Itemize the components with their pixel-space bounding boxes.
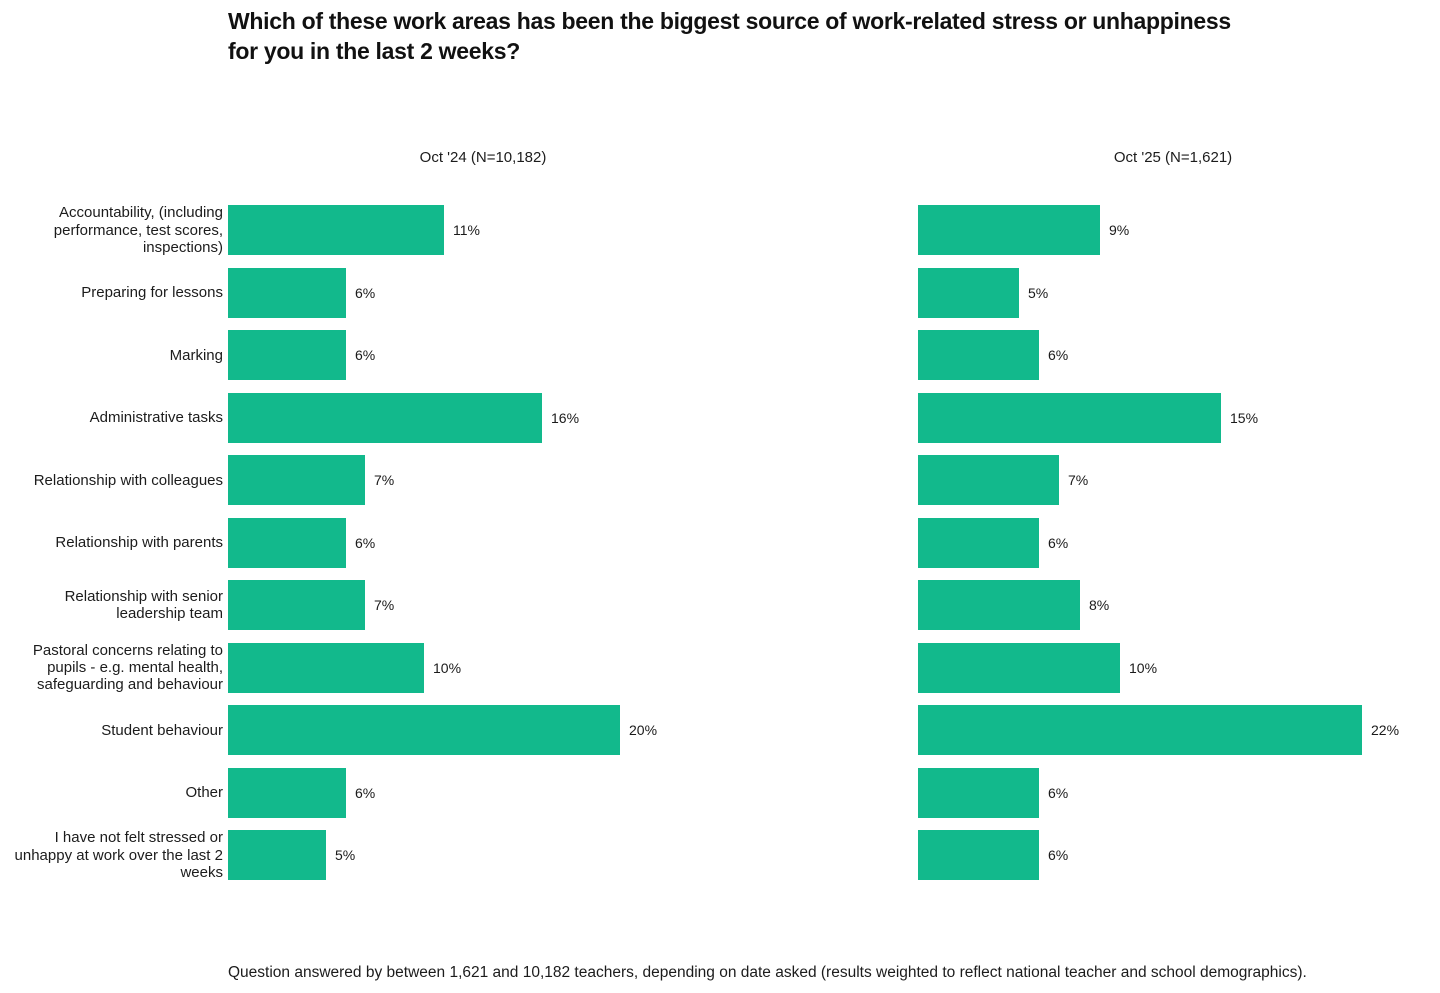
chart-row: Preparing for lessons 6% 5% <box>0 262 1440 325</box>
chart-footnote: Question answered by between 1,621 and 1… <box>228 964 1307 981</box>
category-label: I have not felt stressed or unhappy at w… <box>14 829 223 881</box>
chart-row: Relationship with senior leadership team… <box>0 574 1440 637</box>
chart-row: Pastoral concerns relating to pupils - e… <box>0 637 1440 700</box>
bar-oct-24 <box>228 580 365 631</box>
plot-oct-24: 6% <box>228 330 918 381</box>
bar-chart: Accountability, (including performance, … <box>0 199 1440 887</box>
bar-oct-25 <box>918 330 1039 381</box>
plot-oct-24: 10% <box>228 642 918 693</box>
value-label-oct-24: 16% <box>551 409 580 426</box>
value-label-oct-24: 20% <box>629 722 658 739</box>
bar-oct-24 <box>228 830 326 881</box>
value-label-oct-25: 7% <box>1068 472 1089 489</box>
bar-oct-24 <box>228 205 444 256</box>
plot-oct-24: 5% <box>228 830 918 881</box>
value-label-oct-24: 6% <box>355 347 376 364</box>
value-label-oct-24: 6% <box>355 534 376 551</box>
bar-oct-25 <box>918 642 1120 693</box>
bar-oct-25 <box>918 267 1019 318</box>
bar-oct-25 <box>918 205 1100 256</box>
value-label-oct-25: 5% <box>1028 284 1049 301</box>
category-label: Preparing for lessons <box>81 284 223 302</box>
bar-oct-25 <box>918 767 1039 818</box>
category-label: Marking <box>169 346 223 364</box>
value-label-oct-25: 22% <box>1371 722 1400 739</box>
plot-oct-24: 6% <box>228 767 918 818</box>
value-label-oct-25: 6% <box>1048 784 1069 801</box>
chart-row: Accountability, (including performance, … <box>0 199 1440 262</box>
plot-oct-25: 6% <box>918 830 1440 881</box>
plot-oct-24: 6% <box>228 517 918 568</box>
plot-oct-25: 9% <box>918 205 1440 256</box>
bar-oct-25 <box>918 517 1039 568</box>
plot-oct-25: 7% <box>918 455 1440 506</box>
chart-row: I have not felt stressed or unhappy at w… <box>0 824 1440 887</box>
bar-oct-24 <box>228 330 346 381</box>
plot-oct-25: 15% <box>918 392 1440 443</box>
category-label: Relationship with parents <box>55 534 223 552</box>
bar-oct-25 <box>918 392 1221 443</box>
chart-row: Relationship with parents 6% 6% <box>0 512 1440 575</box>
bar-oct-24 <box>228 642 424 693</box>
plot-oct-24: 11% <box>228 205 918 256</box>
column-header-oct-24: Oct '24 (N=10,182) <box>419 149 547 166</box>
bar-oct-24 <box>228 517 346 568</box>
value-label-oct-24: 11% <box>453 222 480 239</box>
plot-oct-25: 5% <box>918 267 1440 318</box>
category-label: Relationship with senior leadership team <box>64 587 223 623</box>
plot-oct-25: 6% <box>918 330 1440 381</box>
chart-row: Student behaviour 20% 22% <box>0 699 1440 762</box>
bar-oct-24 <box>228 705 620 756</box>
plot-oct-24: 7% <box>228 455 918 506</box>
plot-oct-25: 6% <box>918 767 1440 818</box>
bar-oct-25 <box>918 580 1080 631</box>
chart-row: Administrative tasks 16% 15% <box>0 387 1440 450</box>
bar-oct-24 <box>228 455 365 506</box>
value-label-oct-24: 6% <box>355 784 376 801</box>
plot-oct-25: 8% <box>918 580 1440 631</box>
category-label: Relationship with colleagues <box>33 471 223 489</box>
value-label-oct-24: 7% <box>374 472 395 489</box>
bar-oct-24 <box>228 267 346 318</box>
plot-oct-24: 7% <box>228 580 918 631</box>
bar-oct-24 <box>228 392 542 443</box>
plot-oct-25: 22% <box>918 705 1440 756</box>
plot-oct-24: 16% <box>228 392 918 443</box>
value-label-oct-24: 7% <box>374 597 395 614</box>
category-label: Pastoral concerns relating to pupils - e… <box>32 641 223 694</box>
bar-oct-25 <box>918 830 1039 881</box>
chart-title: Which of these work areas has been the b… <box>228 8 1231 65</box>
plot-oct-25: 10% <box>918 642 1440 693</box>
value-label-oct-25: 6% <box>1048 534 1069 551</box>
bar-oct-24 <box>228 767 346 818</box>
bar-oct-25 <box>918 455 1059 506</box>
plot-oct-24: 20% <box>228 705 918 756</box>
chart-row: Marking 6% 6% <box>0 324 1440 387</box>
value-label-oct-24: 5% <box>335 847 356 864</box>
column-header-oct-25: Oct '25 (N=1,621) <box>1113 149 1233 166</box>
plot-oct-25: 6% <box>918 517 1440 568</box>
value-label-oct-25: 6% <box>1048 847 1069 864</box>
value-label-oct-24: 6% <box>355 284 376 301</box>
value-label-oct-25: 6% <box>1048 347 1069 364</box>
value-label-oct-25: 10% <box>1129 659 1158 676</box>
category-label: Other <box>185 784 223 802</box>
chart-row: Relationship with colleagues 7% 7% <box>0 449 1440 512</box>
category-label: Accountability, (including performance, … <box>53 204 223 256</box>
value-label-oct-25: 8% <box>1089 597 1110 614</box>
chart-row: Other 6% 6% <box>0 762 1440 825</box>
plot-oct-24: 6% <box>228 267 918 318</box>
value-label-oct-25: 9% <box>1109 222 1130 239</box>
category-label: Administrative tasks <box>89 409 223 427</box>
value-label-oct-25: 15% <box>1230 409 1259 426</box>
value-label-oct-24: 10% <box>433 659 462 676</box>
category-label: Student behaviour <box>101 721 223 739</box>
bar-oct-25 <box>918 705 1362 756</box>
